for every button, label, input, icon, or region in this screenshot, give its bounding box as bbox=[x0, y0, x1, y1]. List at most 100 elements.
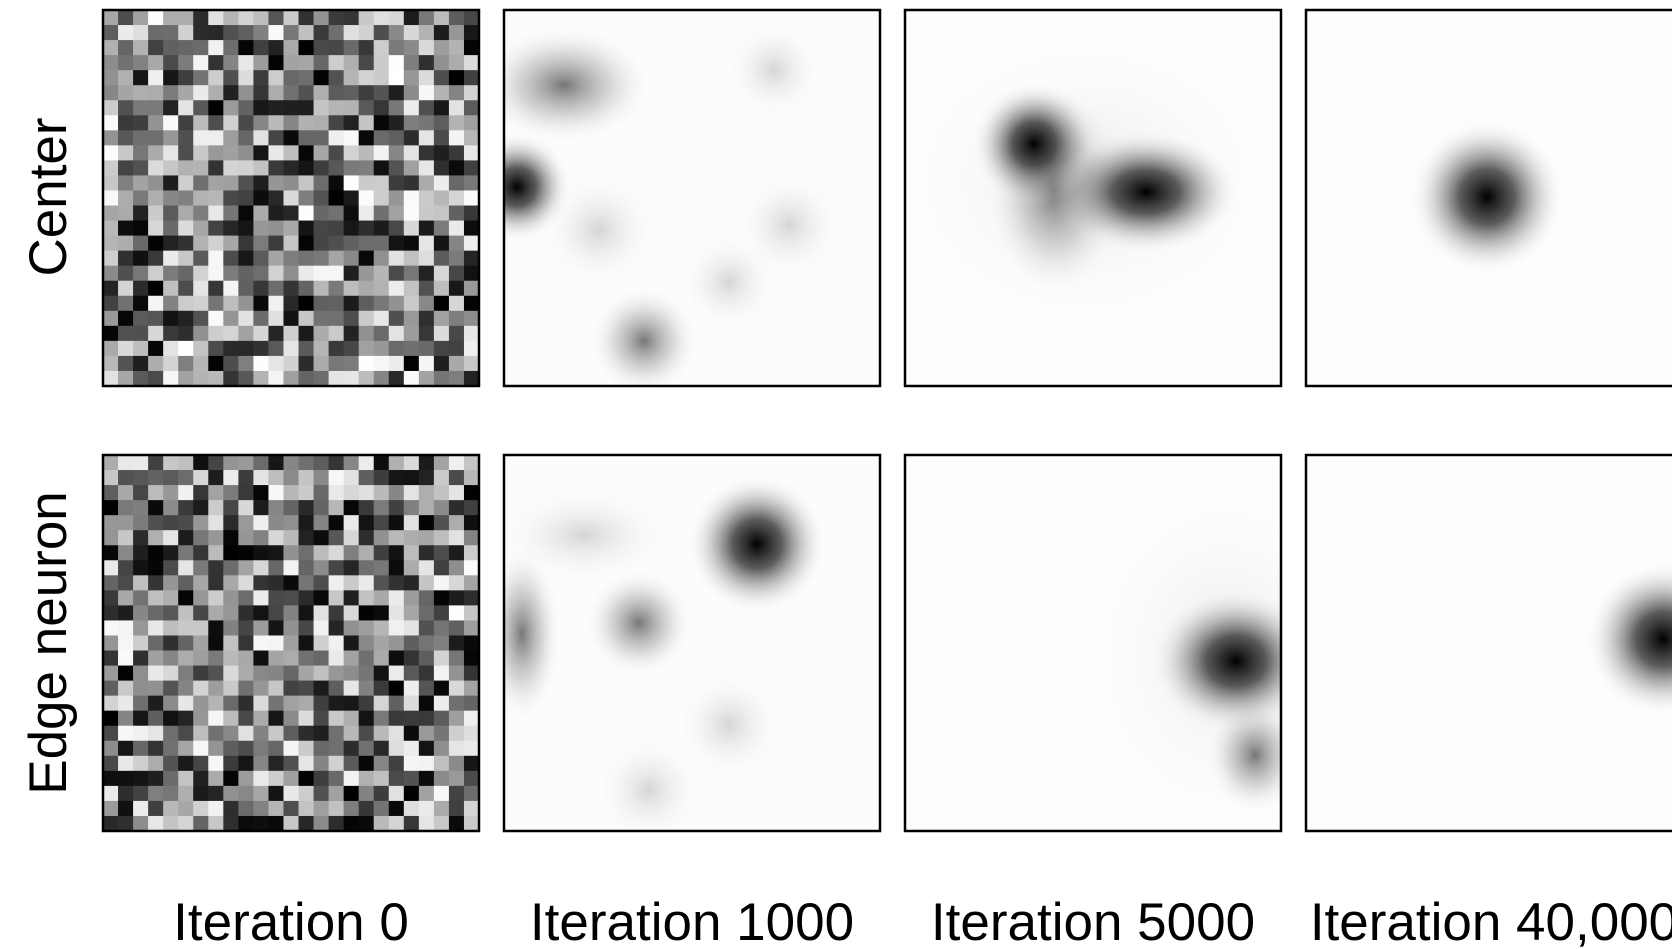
noise-cell bbox=[133, 500, 149, 516]
noise-cell bbox=[223, 250, 239, 267]
noise-cell bbox=[268, 515, 284, 531]
noise-cell bbox=[388, 695, 405, 712]
noise-cell bbox=[313, 40, 330, 56]
noise-cell bbox=[118, 455, 134, 471]
noise-cell bbox=[163, 355, 179, 372]
noise-cell bbox=[298, 470, 315, 486]
noise-cell bbox=[223, 220, 239, 237]
noise-cell bbox=[268, 575, 284, 591]
noise-cell bbox=[418, 70, 435, 86]
noise-cell bbox=[193, 175, 209, 191]
noise-cell bbox=[313, 530, 330, 546]
noise-cell bbox=[448, 220, 465, 237]
noise-cell bbox=[163, 145, 179, 161]
noise-cell bbox=[448, 250, 465, 267]
noise-cell bbox=[148, 530, 164, 546]
noise-cell bbox=[358, 370, 375, 387]
noise-cell bbox=[283, 725, 300, 742]
noise-cell bbox=[433, 785, 450, 802]
noise-cell bbox=[448, 755, 465, 772]
noise-cell bbox=[403, 545, 420, 561]
noise-cell bbox=[313, 650, 330, 667]
noise-cell bbox=[373, 575, 390, 591]
noise-cell bbox=[133, 160, 149, 176]
noise-cell bbox=[463, 470, 480, 486]
panel bbox=[502, 8, 882, 388]
noise-cell bbox=[313, 235, 330, 252]
noise-cell bbox=[223, 515, 239, 531]
noise-cell bbox=[193, 785, 209, 802]
noise-cell bbox=[253, 695, 269, 712]
noise-cell bbox=[418, 650, 435, 667]
noise-cell bbox=[403, 265, 420, 282]
noise-cell bbox=[178, 590, 194, 606]
noise-cell bbox=[133, 515, 149, 531]
noise-cell bbox=[328, 680, 345, 697]
noise-cell bbox=[298, 785, 315, 802]
noise-cell bbox=[343, 190, 360, 207]
noise-cell bbox=[238, 530, 254, 546]
noise-cell bbox=[313, 160, 330, 176]
noise-cell bbox=[313, 130, 330, 146]
noise-cell bbox=[343, 530, 360, 546]
noise-cell bbox=[133, 650, 149, 667]
noise-cell bbox=[388, 280, 405, 297]
noise-cell bbox=[193, 370, 209, 387]
noise-cell bbox=[313, 485, 330, 501]
noise-cell bbox=[238, 10, 254, 26]
noise-cell bbox=[208, 755, 224, 772]
noise-cell bbox=[253, 710, 269, 727]
noise-cell bbox=[208, 620, 224, 636]
noise-cell bbox=[103, 500, 119, 516]
noise-cell bbox=[433, 545, 450, 561]
noise-cell bbox=[328, 175, 345, 191]
noise-cell bbox=[328, 530, 345, 546]
noise-cell bbox=[313, 295, 330, 312]
noise-cell bbox=[463, 130, 480, 146]
noise-cell bbox=[148, 205, 164, 222]
noise-cell bbox=[403, 205, 420, 222]
noise-cell bbox=[253, 755, 269, 772]
noise-cell bbox=[208, 190, 224, 207]
noise-cell bbox=[373, 85, 390, 101]
noise-cell bbox=[358, 605, 375, 621]
noise-cell bbox=[283, 355, 300, 372]
noise-cell bbox=[373, 40, 390, 56]
noise-cell bbox=[118, 545, 134, 561]
noise-cell bbox=[358, 800, 375, 817]
noise-cell bbox=[298, 70, 315, 86]
noise-cell bbox=[403, 590, 420, 606]
noise-cell bbox=[463, 355, 480, 372]
noise-cell bbox=[298, 530, 315, 546]
noise-cell bbox=[223, 325, 239, 342]
noise-cell bbox=[253, 515, 269, 531]
noise-cell bbox=[163, 310, 179, 327]
noise-cell bbox=[373, 130, 390, 146]
noise-cell bbox=[268, 785, 284, 802]
noise-cell bbox=[163, 250, 179, 267]
noise-cell bbox=[283, 100, 300, 116]
noise-cell bbox=[433, 725, 450, 742]
noise-cell bbox=[118, 530, 134, 546]
noise-cell bbox=[388, 190, 405, 207]
noise-cell bbox=[193, 10, 209, 26]
noise-cell bbox=[313, 635, 330, 652]
noise-cell bbox=[118, 25, 134, 41]
noise-cell bbox=[268, 250, 284, 267]
noise-cell bbox=[448, 175, 465, 191]
noise-cell bbox=[103, 85, 119, 101]
noise-cell bbox=[298, 25, 315, 41]
noise-cell bbox=[133, 530, 149, 546]
noise-cell bbox=[148, 800, 164, 817]
noise-cell bbox=[418, 280, 435, 297]
noise-cell bbox=[223, 485, 239, 501]
noise-cell bbox=[418, 340, 435, 357]
noise-cell bbox=[178, 575, 194, 591]
noise-cell bbox=[223, 575, 239, 591]
noise-cell bbox=[208, 175, 224, 191]
noise-cell bbox=[223, 530, 239, 546]
noise-cell bbox=[208, 325, 224, 342]
noise-cell bbox=[148, 695, 164, 712]
noise-cell bbox=[133, 145, 149, 161]
noise-cell bbox=[358, 470, 375, 486]
